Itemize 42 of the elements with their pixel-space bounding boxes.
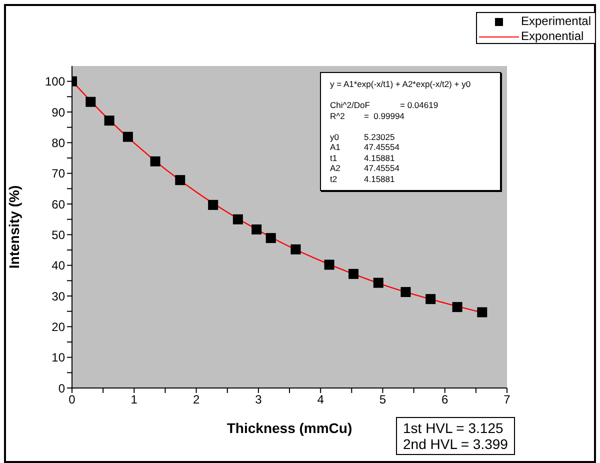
legend-label: Experimental: [520, 14, 591, 28]
y-tick-label: 100: [44, 74, 66, 89]
text-box: y = A1*exp(-x/t1) + A2*exp(-x/t2) + y0 Chi^2/DoF = 0.04619 R^2 = 0.99994 y0 5.23025 A1 47.45554 t1 4.15881 A2 47.45554 t2 4.15881: [320, 72, 501, 191]
x-tick-label: 2: [192, 392, 200, 407]
x-axis-title: Thickness (mmCu): [226, 420, 352, 436]
point: [232, 214, 243, 224]
x-tick-label: 0: [68, 392, 76, 407]
point: [290, 244, 301, 254]
point: [324, 260, 334, 270]
y-tick-label: 30: [52, 289, 66, 304]
y-tick-label: 60: [52, 197, 66, 212]
point: [452, 302, 462, 312]
point: [266, 233, 276, 244]
y-tick-label: 80: [52, 136, 66, 150]
point: [175, 175, 186, 186]
text-box: 1st HVL = 3.125 2nd HVL = 3.399: [396, 417, 515, 455]
x-tick-label: 7: [504, 392, 511, 407]
x-tick-label: 1: [130, 392, 138, 407]
y-tick-label: 50: [52, 228, 66, 242]
point: [208, 200, 218, 210]
y-tick-label: 40: [52, 258, 66, 273]
y-tick-label: 20: [52, 320, 66, 334]
y-tick-label: 70: [52, 166, 66, 181]
point: [150, 156, 160, 166]
point: [122, 132, 133, 142]
point: [348, 268, 359, 279]
point: [104, 116, 114, 126]
x-tick-label: 5: [379, 392, 386, 407]
x-tick-label: 4: [317, 392, 324, 407]
x-tick-label: 3: [255, 392, 262, 407]
x-tick-label: 6: [442, 392, 449, 407]
point: [477, 307, 488, 318]
point: [426, 294, 436, 304]
point: [400, 287, 411, 298]
point: [373, 278, 384, 288]
point: [252, 224, 262, 234]
y-tick-label: 10: [52, 350, 66, 365]
point: [86, 96, 96, 107]
y-axis-title: Intensity (%): [6, 185, 22, 269]
y-tick-label: 90: [52, 105, 66, 120]
legend-label: Exponential: [520, 28, 584, 42]
y-tick-label: 0: [58, 381, 66, 396]
